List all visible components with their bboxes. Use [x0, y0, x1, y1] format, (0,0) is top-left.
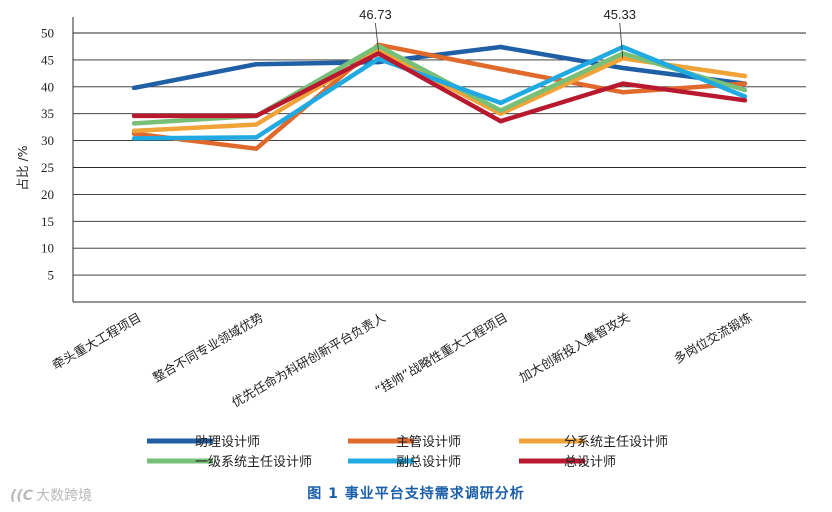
data-point — [498, 66, 503, 72]
data-point — [376, 56, 381, 62]
legend-label: 助理设计师 — [195, 435, 260, 450]
annotation-leader — [375, 22, 379, 51]
y-tick-label: 35 — [41, 106, 54, 121]
data-point — [620, 56, 625, 61]
x-tick-label: 多岗位交流锻炼 — [671, 310, 754, 367]
data-point — [131, 128, 137, 134]
legend-label: 分系统主任设计师 — [564, 435, 668, 450]
data-point — [254, 113, 259, 119]
data-point — [742, 87, 748, 93]
y-tick-labels: 5 10 15 20 25 30 35 40 45 50 — [41, 26, 54, 283]
data-point — [254, 146, 259, 151]
legend-label: 总设计师 — [564, 455, 616, 470]
data-point — [254, 62, 259, 67]
y-tick-label: 5 — [48, 268, 55, 283]
y-tick-label: 40 — [41, 79, 54, 94]
x-tick-label: “挂帅”战略性重大工程项目 — [372, 310, 510, 398]
data-point — [742, 73, 748, 79]
data-point — [620, 89, 625, 95]
series-line-5 — [131, 51, 748, 124]
data-point — [254, 135, 259, 140]
data-point — [131, 113, 137, 119]
data-point — [131, 136, 137, 141]
watermark: ((C 大数跨境 — [10, 485, 92, 505]
annotation-label: 45.33 — [603, 7, 636, 22]
data-point — [498, 108, 503, 113]
legend-label: 主管设计师 — [396, 435, 461, 450]
x-tick-label: 加大创新投入集智攻关 — [516, 310, 632, 385]
data-point — [376, 43, 381, 49]
legend-label: 副总设计师 — [396, 455, 461, 470]
data-point — [742, 98, 748, 103]
data-point — [742, 81, 748, 86]
data-point — [376, 51, 381, 56]
annotation-leader — [619, 22, 624, 59]
data-point — [620, 81, 625, 86]
annotation-label: 46.73 — [359, 7, 392, 22]
series-line-1 — [131, 42, 748, 151]
data-point — [131, 85, 137, 91]
legend-label: 一级系统主任设计师 — [195, 455, 312, 470]
data-point — [498, 111, 503, 116]
series-line-0 — [131, 44, 748, 91]
y-tick-label: 25 — [41, 160, 54, 175]
x-tick-label: 牵头重大工程项目 — [49, 310, 143, 373]
data-point — [620, 65, 625, 71]
y-tick-label: 45 — [41, 52, 54, 67]
y-tick-label: 15 — [41, 214, 54, 229]
y-axis-label: 占比 /% — [15, 145, 30, 190]
series-lines — [131, 42, 748, 151]
data-point — [131, 121, 137, 126]
watermark-logo-icon: ((C — [10, 488, 34, 504]
axes — [72, 17, 806, 303]
y-tick-label: 30 — [41, 133, 54, 148]
data-point — [498, 44, 503, 50]
series-line-4 — [131, 44, 748, 141]
data-point — [742, 94, 748, 99]
x-tick-label: 整合不同专业领域优势 — [150, 309, 266, 385]
watermark-text: 大数跨境 — [36, 488, 93, 504]
figure-caption: 图 1 事业平台支持需求调研分析 — [307, 486, 525, 502]
x-tick-labels: 牵头重大工程项目 整合不同专业领域优势优先任命为科研创新平台负责人“挂帅”战略性重… — [49, 309, 754, 410]
data-point — [620, 44, 625, 50]
data-point — [254, 122, 259, 127]
y-tick-label: 50 — [41, 26, 54, 41]
data-point — [498, 119, 503, 124]
annotations: 46.73 45.33 — [359, 7, 636, 59]
y-tick-label: 10 — [41, 241, 54, 256]
y-tick-label: 20 — [41, 187, 54, 202]
data-point — [498, 100, 503, 106]
